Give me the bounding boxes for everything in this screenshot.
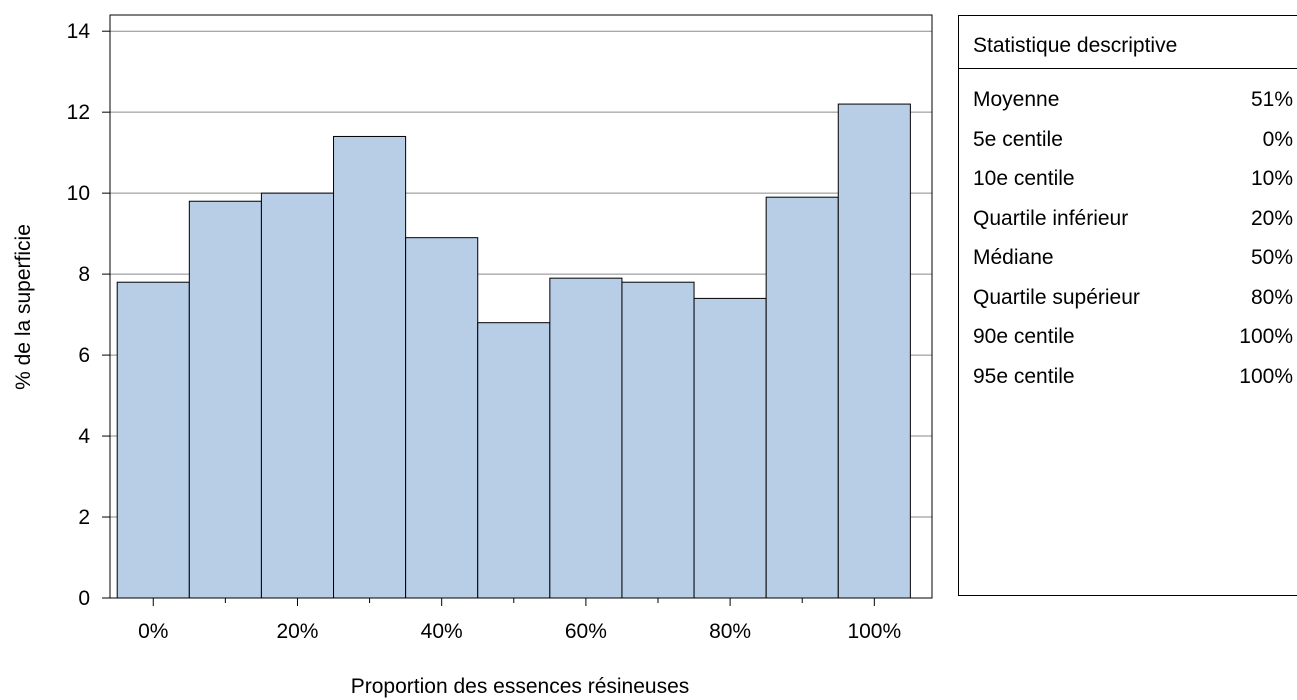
stats-value: 80% <box>1250 285 1293 309</box>
histogram-bar <box>188 200 262 599</box>
stats-value: 51% <box>1250 88 1293 111</box>
stats-row: Moyenne 51% <box>959 83 1297 123</box>
x-axis: 0% 20% 40% 60% 80% 100% <box>138 598 901 643</box>
stats-row: 90e centile 100% <box>959 320 1297 360</box>
stats-label: 10e centile <box>973 167 1075 190</box>
stats-list: Moyenne 51% 5e centile 0% 10e centile 10% Quar… <box>959 69 1297 399</box>
histogram-bar <box>260 192 335 599</box>
histogram-bar <box>621 281 695 599</box>
stats-value: 20% <box>1250 206 1293 230</box>
stats-label: Moyenne <box>973 88 1060 111</box>
histogram-bar <box>333 135 407 599</box>
histogram-bar <box>477 322 551 599</box>
plot-frame <box>109 14 933 599</box>
histogram-bar <box>549 277 623 599</box>
stats-row: Quartile supérieur 80% <box>959 281 1297 321</box>
stats-label: Médiane <box>973 246 1054 269</box>
y-tick-label: 14 <box>67 20 91 43</box>
y-tick-label: 6 <box>78 344 90 367</box>
y-tick-label: 8 <box>78 263 90 286</box>
y-tick-label: 10 <box>67 182 90 205</box>
x-tick-label: 100% <box>847 620 901 643</box>
y-tick-label: 0 <box>78 587 90 610</box>
stats-value: 100% <box>1239 364 1293 388</box>
stats-label: Quartile inférieur <box>973 206 1129 230</box>
x-tick-label: 60% <box>565 620 607 643</box>
stats-row: 10e centile 10% <box>959 162 1297 202</box>
stats-title: Statistique descriptive <box>959 16 1297 69</box>
y-tick-label: 12 <box>67 101 90 124</box>
x-axis-title: Proportion des essences résineuses <box>351 675 690 698</box>
histogram-bar <box>837 103 911 599</box>
stats-value: 100% <box>1239 325 1293 348</box>
x-tick-label: 80% <box>709 620 751 643</box>
histogram-bar <box>765 196 839 599</box>
stats-row: 95e centile 100% <box>959 360 1297 400</box>
x-tick-label: 20% <box>276 620 318 643</box>
stats-value: 50% <box>1250 246 1293 269</box>
stats-row: Médiane 50% <box>959 241 1297 281</box>
histogram-bar <box>116 281 190 599</box>
stats-value: 0% <box>1262 127 1293 151</box>
y-tick-label: 4 <box>78 425 90 448</box>
histogram-bar <box>693 297 767 599</box>
descriptive-stats-panel: Statistique descriptive Moyenne 51% 5e cen… <box>958 15 1297 596</box>
stats-row: 5e centile 0% <box>959 123 1297 163</box>
stats-label: 95e centile <box>973 364 1075 388</box>
x-tick-label: 0% <box>138 620 168 643</box>
stats-label: Quartile supérieur <box>973 285 1140 309</box>
y-tick-label: 2 <box>78 506 90 529</box>
y-axis: 0 2 4 6 8 10 12 14 <box>67 20 110 610</box>
histogram-bar <box>405 237 479 599</box>
stats-label: 90e centile <box>973 325 1075 348</box>
y-axis-title: % de la superficie <box>12 224 35 390</box>
histogram-chart: 0 2 4 6 8 10 12 14 0% 20% 40% 60% 80% 100% % de la s… <box>12 14 933 698</box>
x-tick-label: 40% <box>421 620 463 643</box>
histogram-bars <box>116 103 911 599</box>
stats-value: 10% <box>1250 167 1293 190</box>
stats-label: 5e centile <box>973 127 1063 151</box>
stats-row: Quartile inférieur 20% <box>959 202 1297 242</box>
